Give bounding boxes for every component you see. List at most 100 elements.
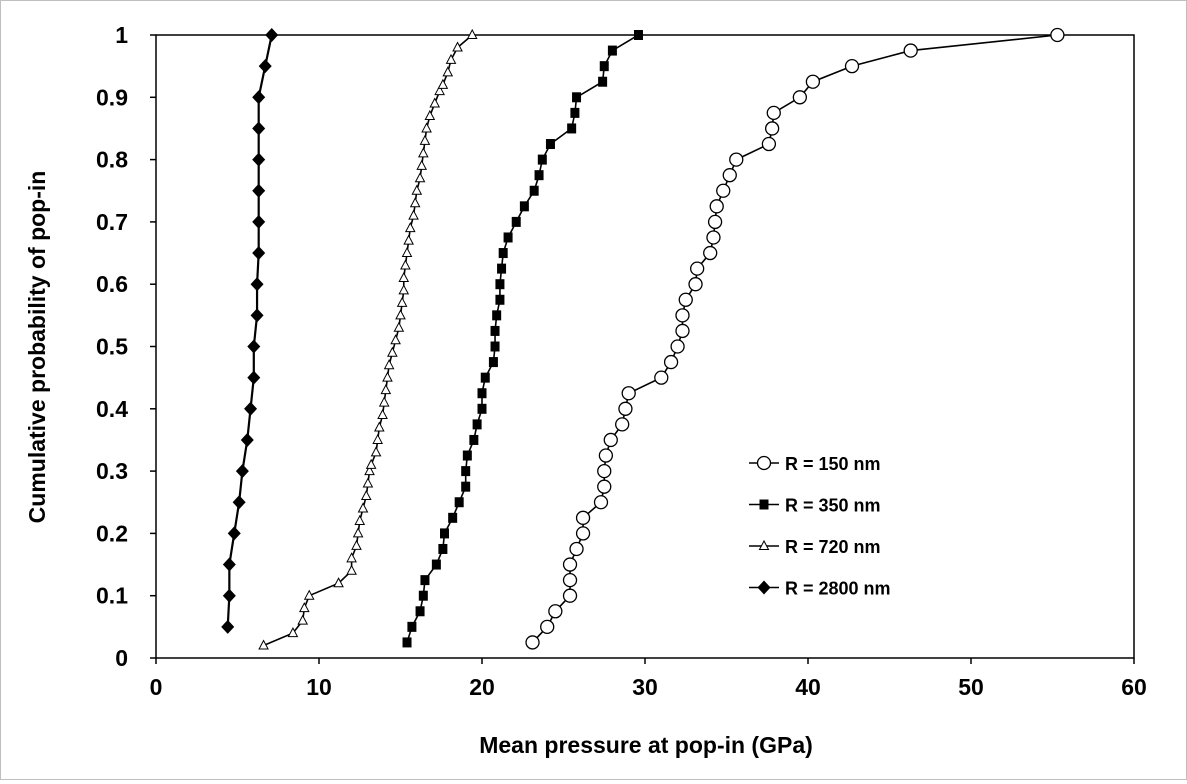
data-point	[419, 134, 431, 145]
plot-area	[155, 34, 1135, 659]
data-point	[365, 458, 377, 469]
legend-label: R = 2800 nm	[785, 579, 891, 599]
data-point	[480, 372, 490, 383]
data-point	[222, 588, 236, 603]
data-point	[398, 271, 410, 282]
data-point	[370, 446, 382, 457]
data-point	[1050, 27, 1065, 43]
data-point	[235, 464, 249, 479]
data-point	[382, 371, 393, 382]
data-point	[598, 448, 614, 463]
data-point	[716, 183, 731, 198]
legend-item: R = 350 nm	[749, 496, 881, 516]
data-point	[792, 90, 807, 105]
data-point	[378, 396, 390, 407]
data-point	[688, 277, 703, 292]
data-point	[380, 384, 392, 395]
data-point	[562, 588, 578, 603]
legend-marker	[756, 455, 772, 471]
data-point	[764, 121, 780, 136]
data-point	[252, 246, 266, 261]
data-point	[540, 619, 555, 634]
data-point	[567, 123, 577, 134]
data-point	[599, 61, 609, 72]
data-point	[448, 512, 458, 523]
data-point	[400, 259, 411, 270]
axes-layer: 0 10 20 30 40 50 60 0 0.1 0.2 0.3 0.4 0.5 0.6 0.7 0.8 0.…	[96, 22, 1147, 700]
data-point	[252, 121, 266, 136]
y-axis-label: Cumulative probability of pop-in	[24, 171, 50, 524]
data-point	[252, 152, 266, 167]
data-point	[221, 619, 235, 634]
data-point	[490, 325, 500, 336]
data-point	[569, 541, 584, 557]
data-point	[362, 477, 374, 488]
data-point	[621, 386, 636, 401]
x-tick-label: 20	[469, 674, 495, 700]
data-point	[364, 465, 375, 476]
data-point	[396, 296, 408, 307]
data-point	[431, 559, 441, 570]
data-point	[603, 432, 618, 448]
data-point	[562, 572, 578, 588]
data-point	[593, 495, 609, 510]
legend-label: R = 720 nm	[785, 537, 881, 557]
data-point	[401, 246, 413, 258]
data-point	[709, 199, 724, 214]
data-point	[722, 168, 737, 183]
data-point	[402, 637, 412, 648]
data-point	[548, 604, 563, 619]
data-point	[403, 234, 414, 245]
data-point	[357, 502, 369, 513]
x-axis-label: Mean pressure at pop-in (GPa)	[479, 732, 813, 758]
data-point	[415, 606, 425, 617]
data-point	[404, 222, 416, 233]
data-point	[438, 543, 448, 554]
data-point	[420, 575, 430, 586]
data-point	[222, 557, 236, 572]
data-point	[707, 214, 723, 230]
data-point	[333, 577, 344, 588]
legend-marker	[758, 539, 770, 550]
data-point	[469, 434, 479, 445]
data-point	[440, 528, 450, 539]
data-point	[395, 309, 406, 320]
legend-item: R = 2800 nm	[749, 579, 891, 599]
data-point	[495, 294, 505, 305]
data-point	[416, 159, 428, 170]
data-point	[445, 53, 457, 64]
data-point	[452, 41, 463, 52]
data-point	[303, 589, 315, 600]
data-point	[663, 354, 679, 370]
y-tick-label: 0.4	[96, 396, 128, 422]
y-tick-label: 0.7	[96, 209, 128, 235]
data-point	[390, 334, 401, 345]
legend-item: R = 150 nm	[749, 454, 881, 474]
data-point	[570, 107, 580, 118]
data-point	[844, 59, 860, 74]
legend-marker	[757, 580, 771, 595]
y-tick-label: 0.3	[96, 458, 128, 484]
data-point	[525, 635, 540, 650]
data-point	[511, 216, 521, 227]
data-point	[761, 136, 777, 152]
y-tick-label: 0.8	[96, 147, 128, 173]
series-line	[406, 34, 639, 643]
series-1	[525, 27, 1065, 650]
data-point	[407, 621, 417, 632]
data-point	[240, 432, 254, 447]
data-point	[387, 346, 398, 357]
data-point	[495, 279, 505, 290]
data-point	[373, 421, 385, 432]
data-point	[545, 139, 555, 150]
data-point	[454, 497, 464, 508]
data-point	[703, 245, 718, 261]
data-point	[421, 122, 432, 133]
x-tick-label: 50	[958, 674, 984, 700]
y-tick-label: 0.5	[96, 334, 128, 360]
data-point	[250, 308, 264, 323]
data-point	[393, 321, 405, 332]
data-point	[346, 564, 357, 575]
